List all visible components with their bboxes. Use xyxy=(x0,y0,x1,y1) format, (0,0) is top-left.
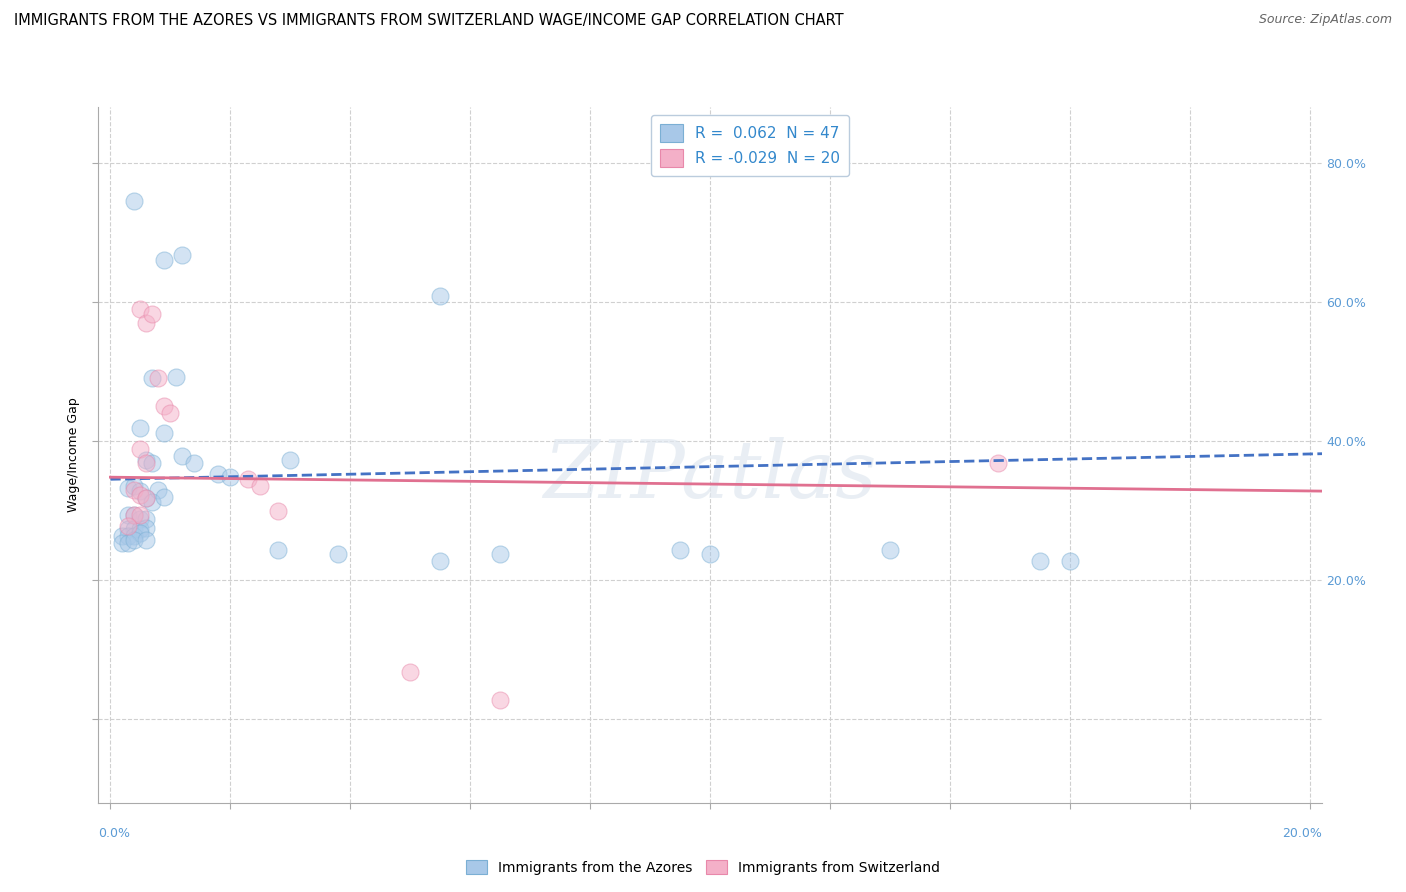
Point xyxy=(165,370,187,384)
Point xyxy=(111,529,134,543)
Point xyxy=(172,247,194,261)
Point xyxy=(124,508,146,523)
Point xyxy=(129,512,152,526)
Point xyxy=(1059,554,1081,568)
Text: 20.0%: 20.0% xyxy=(1282,827,1322,839)
Point xyxy=(267,503,290,517)
Legend: R =  0.062  N = 47, R = -0.029  N = 20: R = 0.062 N = 47, R = -0.029 N = 20 xyxy=(651,115,849,177)
Point xyxy=(669,543,692,558)
Point xyxy=(135,491,157,505)
Point xyxy=(153,399,176,413)
Point xyxy=(124,483,146,497)
Point xyxy=(129,421,152,435)
Point xyxy=(238,472,260,486)
Point xyxy=(987,456,1010,470)
Text: IMMIGRANTS FROM THE AZORES VS IMMIGRANTS FROM SWITZERLAND WAGE/INCOME GAP CORREL: IMMIGRANTS FROM THE AZORES VS IMMIGRANTS… xyxy=(14,13,844,29)
Point xyxy=(328,547,350,561)
Point xyxy=(129,484,152,499)
Point xyxy=(148,371,170,385)
Point xyxy=(135,521,157,535)
Point xyxy=(267,543,290,558)
Point xyxy=(141,494,163,508)
Text: 0.0%: 0.0% xyxy=(98,827,131,839)
Point xyxy=(129,525,152,540)
Point xyxy=(129,442,152,457)
Point xyxy=(429,289,451,303)
Point xyxy=(207,467,229,481)
Text: ZIPatlas: ZIPatlas xyxy=(543,437,877,515)
Point xyxy=(124,479,146,493)
Point xyxy=(879,543,901,558)
Text: Source: ZipAtlas.com: Source: ZipAtlas.com xyxy=(1258,13,1392,27)
Point xyxy=(135,533,157,547)
Point xyxy=(117,519,139,533)
Point xyxy=(153,490,176,504)
Point xyxy=(111,536,134,550)
Point xyxy=(124,529,146,543)
Point xyxy=(219,470,242,484)
Point xyxy=(117,522,139,536)
Point xyxy=(141,307,163,321)
Point xyxy=(153,425,176,440)
Point xyxy=(117,529,139,543)
Point xyxy=(1029,554,1052,568)
Legend: Immigrants from the Azores, Immigrants from Switzerland: Immigrants from the Azores, Immigrants f… xyxy=(460,855,946,880)
Point xyxy=(141,456,163,470)
Point xyxy=(489,547,512,561)
Point xyxy=(124,533,146,547)
Point xyxy=(135,456,157,470)
Point xyxy=(699,547,721,561)
Point xyxy=(399,665,422,679)
Point xyxy=(135,453,157,467)
Point xyxy=(135,316,157,330)
Point xyxy=(159,406,181,420)
Point xyxy=(117,481,139,495)
Point xyxy=(135,491,157,505)
Point xyxy=(278,452,301,467)
Point xyxy=(124,508,146,523)
Point xyxy=(148,483,170,497)
Point xyxy=(172,450,194,464)
Point xyxy=(153,253,176,268)
Point xyxy=(124,194,146,208)
Point xyxy=(135,512,157,526)
Point xyxy=(129,301,152,316)
Point xyxy=(183,456,205,470)
Point xyxy=(489,693,512,707)
Point xyxy=(249,479,271,493)
Point xyxy=(117,508,139,523)
Point xyxy=(124,522,146,536)
Point xyxy=(141,371,163,385)
Point xyxy=(429,554,451,568)
Y-axis label: Wage/Income Gap: Wage/Income Gap xyxy=(66,398,80,512)
Point xyxy=(129,508,152,523)
Point xyxy=(129,522,152,536)
Point xyxy=(129,487,152,501)
Point xyxy=(117,536,139,550)
